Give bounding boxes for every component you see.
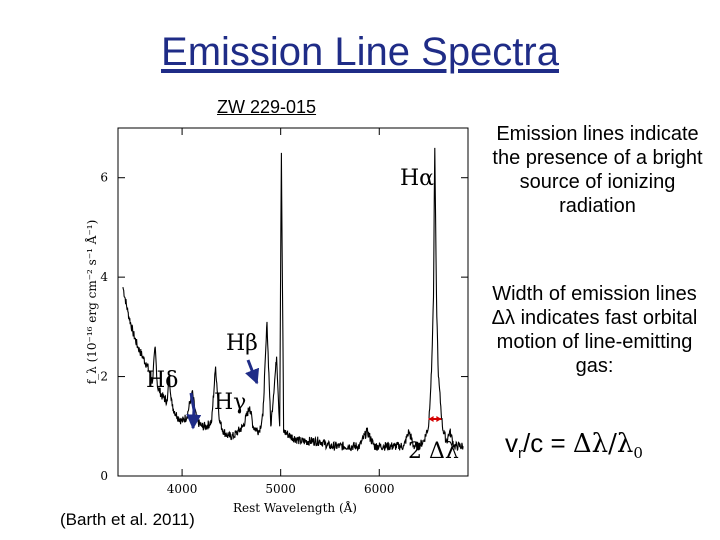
formula-delta-lambda: Δλ/λ <box>572 429 634 459</box>
plot-label: ZW 229-015 <box>217 97 317 117</box>
h-delta-arrow <box>186 392 202 430</box>
line-label: 2 Δλ <box>408 439 459 464</box>
y-tick-label: 2 <box>100 370 108 384</box>
citation: (Barth et al. 2011) <box>60 510 195 529</box>
line-label: Hγ <box>214 390 246 415</box>
width-marker-right-head <box>436 416 442 422</box>
y-tick-label: 0 <box>100 469 108 483</box>
y-tick-label: 6 <box>100 171 108 185</box>
width-marker-left-head <box>428 416 434 422</box>
x-tick-label: 6000 <box>364 482 395 496</box>
plot-frame <box>117 127 469 477</box>
x-axis-label: Rest Wavelength (Å) <box>233 500 357 515</box>
slide-title: Emission Line Spectra <box>161 30 559 74</box>
spectrum-line <box>122 147 464 452</box>
formula-r: r <box>518 445 523 463</box>
y-tick-label: 4 <box>100 270 108 284</box>
x-tick-label: 4000 <box>167 482 198 496</box>
h-beta-arrow <box>245 359 260 385</box>
formula-rest: /c = <box>523 428 573 458</box>
formula-v: v <box>505 428 518 458</box>
note-line-width: Width of emission lines Δλ indicates fas… <box>491 283 698 377</box>
y-axis-label: f_λ (10⁻¹⁶ erg cm⁻² s⁻¹ Å⁻¹) <box>84 220 99 385</box>
line-label: Hβ <box>226 331 258 356</box>
line-label: Hα <box>400 166 434 191</box>
note-emission-lines: Emission lines indicate the presence of … <box>492 123 703 217</box>
x-tick-label: 5000 <box>265 482 296 496</box>
velocity-formula: vr/c = Δλ/λ0 <box>505 428 643 462</box>
line-label: Hδ <box>146 368 178 393</box>
formula-zero: 0 <box>633 444 643 463</box>
